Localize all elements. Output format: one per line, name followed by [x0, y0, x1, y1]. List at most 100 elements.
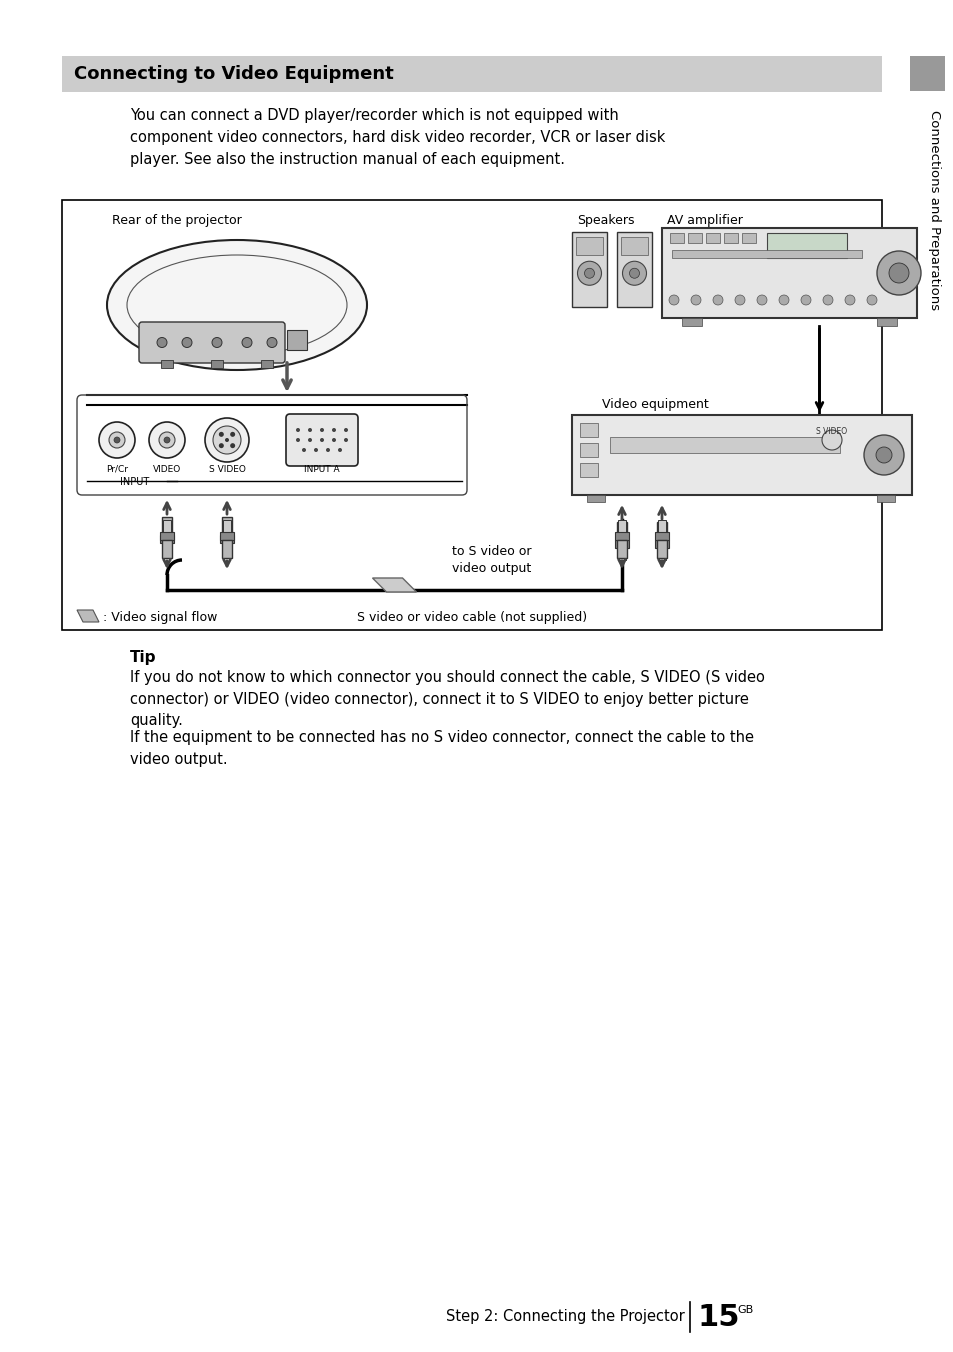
- Polygon shape: [77, 610, 99, 622]
- Text: VIDEO: VIDEO: [152, 465, 181, 475]
- Bar: [741, 233, 755, 243]
- Circle shape: [212, 338, 222, 347]
- Bar: [220, 531, 233, 539]
- Bar: [618, 548, 625, 560]
- Circle shape: [822, 295, 832, 306]
- Circle shape: [225, 438, 229, 442]
- Bar: [876, 318, 896, 326]
- FancyBboxPatch shape: [286, 414, 357, 466]
- Circle shape: [319, 438, 324, 442]
- Circle shape: [295, 429, 299, 433]
- Bar: [211, 360, 223, 368]
- Text: S video or video cable (not supplied): S video or video cable (not supplied): [356, 611, 586, 625]
- Bar: [62, 55, 882, 92]
- Bar: [287, 330, 307, 350]
- Bar: [160, 535, 173, 544]
- Circle shape: [668, 295, 679, 306]
- Bar: [586, 495, 604, 502]
- Circle shape: [875, 448, 891, 462]
- Bar: [579, 443, 598, 457]
- Bar: [223, 544, 231, 556]
- Circle shape: [779, 295, 788, 306]
- Bar: [62, 200, 882, 630]
- Circle shape: [242, 338, 252, 347]
- Circle shape: [302, 448, 306, 452]
- Text: Connecting to Video Equipment: Connecting to Video Equipment: [74, 65, 394, 82]
- Text: INPUT A: INPUT A: [304, 465, 339, 475]
- Bar: [160, 531, 173, 539]
- Bar: [766, 233, 846, 258]
- Bar: [579, 423, 598, 437]
- Bar: [657, 522, 666, 539]
- Bar: [572, 415, 911, 495]
- Text: If you do not know to which connector you should connect the cable, S VIDEO (S v: If you do not know to which connector yo…: [130, 671, 764, 729]
- Text: S VIDEO: S VIDEO: [209, 465, 245, 475]
- Bar: [617, 522, 626, 539]
- Circle shape: [332, 438, 335, 442]
- Circle shape: [866, 295, 876, 306]
- Bar: [617, 539, 626, 558]
- FancyBboxPatch shape: [139, 322, 285, 362]
- Text: Video equipment: Video equipment: [601, 397, 708, 411]
- Text: If the equipment to be connected has no S video connector, connect the cable to : If the equipment to be connected has no …: [130, 730, 753, 767]
- Circle shape: [164, 437, 170, 443]
- Text: Rear of the projector: Rear of the projector: [112, 214, 241, 227]
- Bar: [669, 233, 683, 243]
- Bar: [657, 539, 666, 558]
- Circle shape: [308, 429, 312, 433]
- Bar: [163, 521, 171, 531]
- Text: Tip: Tip: [130, 650, 156, 665]
- Text: INPUT: INPUT: [120, 477, 150, 487]
- Bar: [658, 548, 665, 560]
- Text: AV amplifier: AV amplifier: [666, 214, 742, 227]
- Text: Connections and Preparations: Connections and Preparations: [927, 110, 941, 310]
- Circle shape: [218, 431, 224, 437]
- Text: Speakers: Speakers: [577, 214, 634, 227]
- Circle shape: [99, 422, 135, 458]
- Circle shape: [218, 443, 224, 448]
- Circle shape: [295, 438, 299, 442]
- Bar: [615, 531, 628, 539]
- Bar: [162, 539, 172, 558]
- Bar: [223, 521, 231, 531]
- Bar: [162, 516, 172, 535]
- Bar: [163, 544, 171, 556]
- Bar: [222, 539, 232, 558]
- Bar: [220, 535, 233, 544]
- Circle shape: [157, 338, 167, 347]
- Circle shape: [337, 448, 341, 452]
- Circle shape: [267, 338, 276, 347]
- Circle shape: [314, 448, 317, 452]
- Text: You can connect a DVD player/recorder which is not equipped with
component video: You can connect a DVD player/recorder wh…: [130, 108, 664, 168]
- Bar: [655, 539, 668, 548]
- Circle shape: [801, 295, 810, 306]
- Bar: [579, 462, 598, 477]
- Bar: [909, 55, 944, 91]
- Circle shape: [182, 338, 192, 347]
- Text: S VIDEO: S VIDEO: [816, 427, 846, 435]
- Bar: [671, 250, 862, 258]
- Circle shape: [113, 437, 120, 443]
- Circle shape: [629, 268, 639, 279]
- Bar: [222, 516, 232, 535]
- Circle shape: [888, 264, 908, 283]
- Circle shape: [577, 261, 601, 285]
- Circle shape: [757, 295, 766, 306]
- Circle shape: [332, 429, 335, 433]
- Circle shape: [344, 438, 348, 442]
- Polygon shape: [372, 579, 416, 592]
- Bar: [681, 318, 701, 326]
- Circle shape: [230, 443, 234, 448]
- Circle shape: [876, 251, 920, 295]
- Bar: [658, 521, 665, 531]
- Ellipse shape: [107, 241, 367, 370]
- Bar: [876, 495, 894, 502]
- Circle shape: [584, 268, 594, 279]
- Text: Step 2: Connecting the Projector: Step 2: Connecting the Projector: [446, 1310, 684, 1325]
- Circle shape: [821, 430, 841, 450]
- Text: GB: GB: [737, 1305, 753, 1315]
- Bar: [723, 233, 738, 243]
- Bar: [617, 233, 651, 307]
- Circle shape: [319, 429, 324, 433]
- Circle shape: [159, 433, 174, 448]
